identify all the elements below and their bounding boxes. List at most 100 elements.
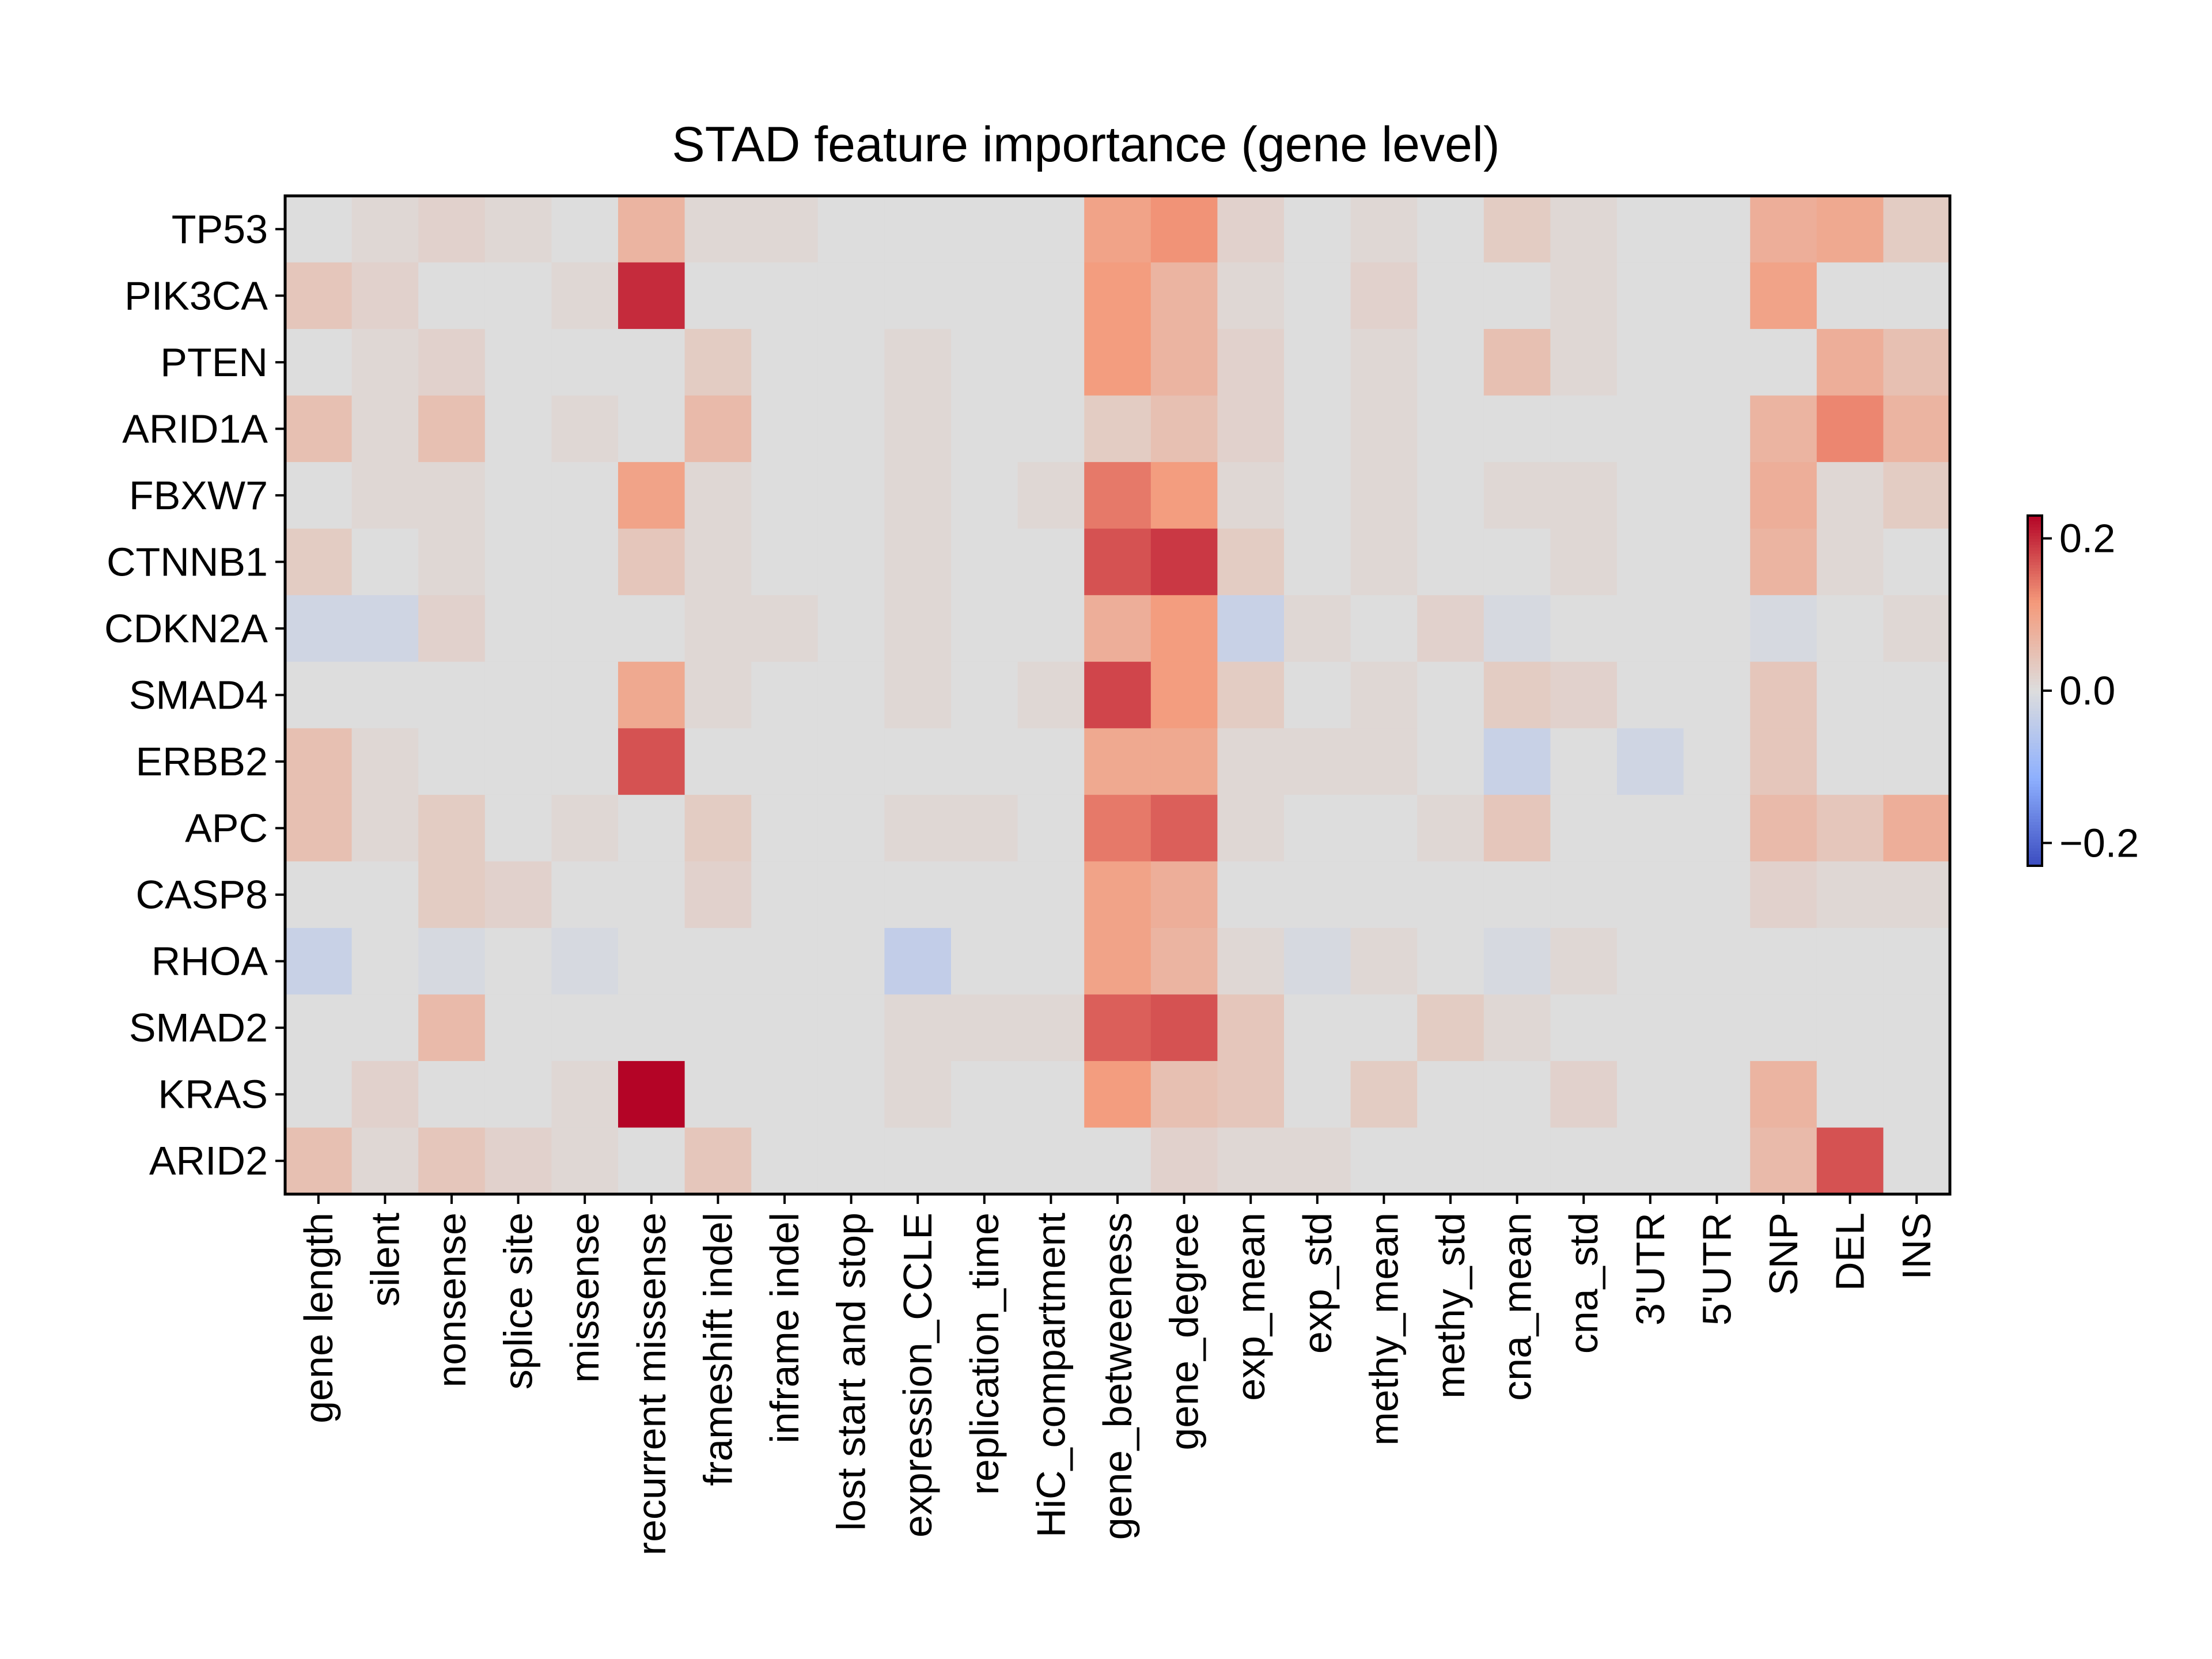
heatmap-cell [1217,994,1285,1062]
colorbar-gradient-step [2028,825,2042,828]
heatmap-cell [817,395,885,463]
heatmap-cell [1883,1127,1950,1195]
colorbar-gradient-step [2028,681,2042,685]
heatmap-cell [1084,1127,1152,1195]
heatmap-cell [817,528,885,596]
heatmap-cell [285,262,353,329]
heatmap-cell [817,927,885,995]
colorbar-gradient-step [2028,539,2042,543]
colorbar-gradient-step [2028,609,2042,612]
colorbar-gradient-step [2028,845,2042,849]
colorbar-gradient-step [2028,831,2042,834]
heatmap-cell [484,728,552,796]
row-label: CASP8 [135,872,268,917]
heatmap-cell [1550,329,1618,396]
heatmap-cell [951,927,1018,995]
heatmap-cell [285,196,353,263]
heatmap-cell [484,927,552,995]
colorbar-gradient-step [2028,653,2042,656]
heatmap-cell [817,861,885,929]
heatmap-cell [1683,1060,1751,1128]
heatmap-cell [1683,262,1751,329]
heatmap-cell [1217,728,1285,796]
colorbar-gradient-step [2028,728,2042,732]
heatmap-cell [1483,728,1551,796]
heatmap-cell [1750,196,1817,263]
heatmap-cell [951,861,1018,929]
colorbar-gradient-step [2028,559,2042,563]
colorbar-gradient-step [2028,516,2042,519]
heatmap-cell [285,1127,353,1195]
heatmap-cell [1350,794,1418,862]
colorbar-gradient-step [2028,813,2042,817]
heatmap-cell [1017,1060,1085,1128]
heatmap-cell [684,329,752,396]
heatmap-cell [1617,794,1684,862]
heatmap-cell [1483,528,1551,596]
heatmap-cell [1150,595,1218,662]
heatmap-cell [1217,595,1285,662]
heatmap-cell [551,1060,619,1128]
heatmap-cell [1017,1127,1085,1195]
heatmap-cell [751,262,819,329]
heatmap-cell [1284,994,1351,1062]
colorbar-gradient-step [2028,533,2042,537]
heatmap-cell [484,196,552,263]
heatmap-cell [884,196,952,263]
heatmap-cell [684,595,752,662]
heatmap-cell [1816,528,1884,596]
heatmap-cell [817,1127,885,1195]
row-label: ERBB2 [135,739,268,784]
column-label: nonsense [429,1213,474,1388]
colorbar-gradient-step [2028,527,2042,531]
colorbar-gradient-step [2028,544,2042,548]
colorbar-gradient-step [2028,854,2042,858]
heatmap-cell [1883,395,1950,463]
heatmap-cell [1683,595,1751,662]
heatmap-cell [418,196,486,263]
heatmap-cell [684,927,752,995]
row-label: SMAD2 [129,1005,268,1050]
heatmap-cell [1683,927,1751,995]
colorbar-gradient-step [2028,577,2042,581]
colorbar-gradient-step [2028,588,2042,592]
heatmap-cell [1017,728,1085,796]
heatmap-cell [551,661,619,729]
heatmap-cell [1483,196,1551,263]
colorbar-gradient-step [2028,568,2042,571]
colorbar-gradient-step [2028,760,2042,764]
colorbar-gradient-step [2028,834,2042,837]
heatmap-cell [951,1060,1018,1128]
heatmap-cell [351,595,419,662]
heatmap-cell [484,262,552,329]
colorbar-gradient-step [2028,547,2042,551]
heatmap-cell [884,528,952,596]
heatmap-cell [1883,794,1950,862]
heatmap-cell [484,395,552,463]
heatmap-cell [1217,528,1285,596]
heatmap-cell [1017,528,1085,596]
colorbar-gradient-step [2028,603,2042,607]
colorbar-gradient-step [2028,711,2042,715]
heatmap-cell [484,595,552,662]
heatmap-cell [1284,794,1351,862]
row-label: SMAD4 [129,673,268,718]
colorbar-gradient-step [2028,536,2042,540]
colorbar-gradient-step [2028,772,2042,776]
heatmap-cell [484,994,552,1062]
heatmap-cell [285,595,353,662]
colorbar-gradient-step [2028,600,2042,604]
heatmap-cell [817,462,885,529]
heatmap-cell [618,661,685,729]
heatmap-cell [1483,927,1551,995]
colorbar-gradient-step [2028,828,2042,831]
colorbar-gradient-step [2028,643,2042,647]
colorbar-gradient-step [2028,647,2042,650]
heatmap-cell [1816,1127,1884,1195]
heatmap-cell [1816,262,1884,329]
colorbar-gradient-step [2028,684,2042,688]
heatmap-cell [1883,329,1950,396]
heatmap-cell [551,395,619,463]
colorbar-gradient-step [2028,679,2042,683]
